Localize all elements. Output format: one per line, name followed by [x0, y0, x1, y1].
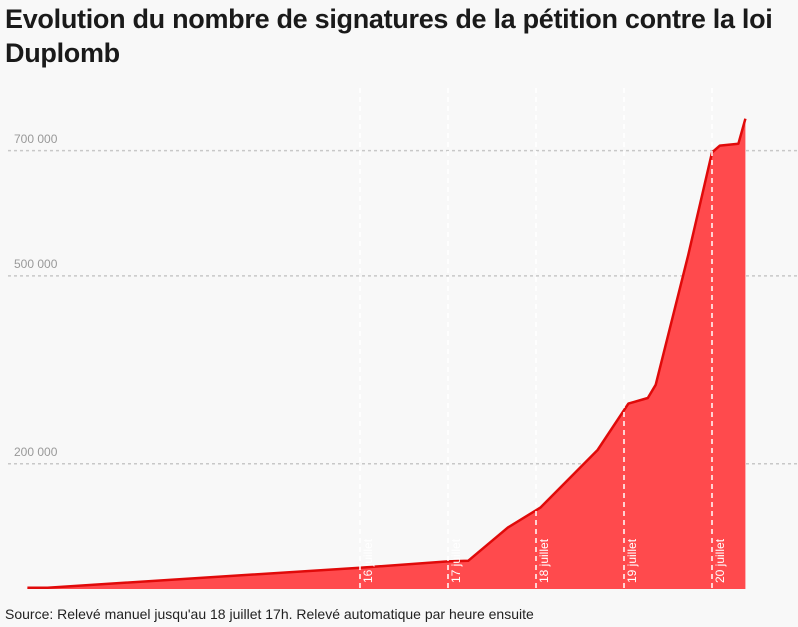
y-tick-label: 200 000 — [14, 445, 58, 459]
y-tick-label: 500 000 — [14, 257, 58, 271]
x-tick-label: 18 juillet — [537, 538, 551, 583]
line — [27, 118, 747, 589]
area — [27, 118, 746, 589]
chart: 200 000 500 000 700 000 16 juillet 17 juille… — [8, 118, 798, 589]
x-tick-label: 17 juillet — [449, 538, 463, 583]
x-tick-label: 20 juillet — [713, 538, 727, 583]
x-tick-label: 16 juillet — [361, 538, 375, 583]
x-tick-label: 19 juillet — [625, 538, 639, 583]
y-tick-label: 700 000 — [14, 132, 58, 146]
source-note: Source: Relevé manuel jusqu'au 18 juille… — [5, 606, 534, 622]
chart-title: Evolution du nombre de signatures de la … — [5, 4, 773, 68]
